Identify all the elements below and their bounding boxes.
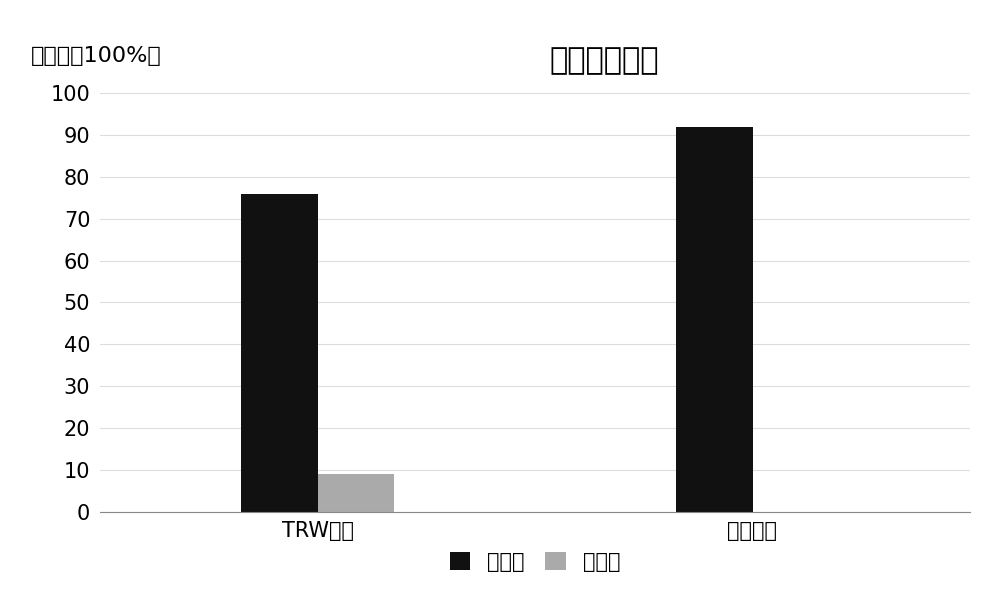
- Text: 实验结果对比: 实验结果对比: [550, 46, 659, 75]
- Bar: [318, 474, 394, 512]
- Bar: [676, 126, 753, 512]
- Text: 百分比（100%）: 百分比（100%）: [30, 46, 161, 66]
- Bar: [241, 194, 318, 512]
- Legend: 检测率, 误检率: 检测率, 误检率: [441, 544, 629, 580]
